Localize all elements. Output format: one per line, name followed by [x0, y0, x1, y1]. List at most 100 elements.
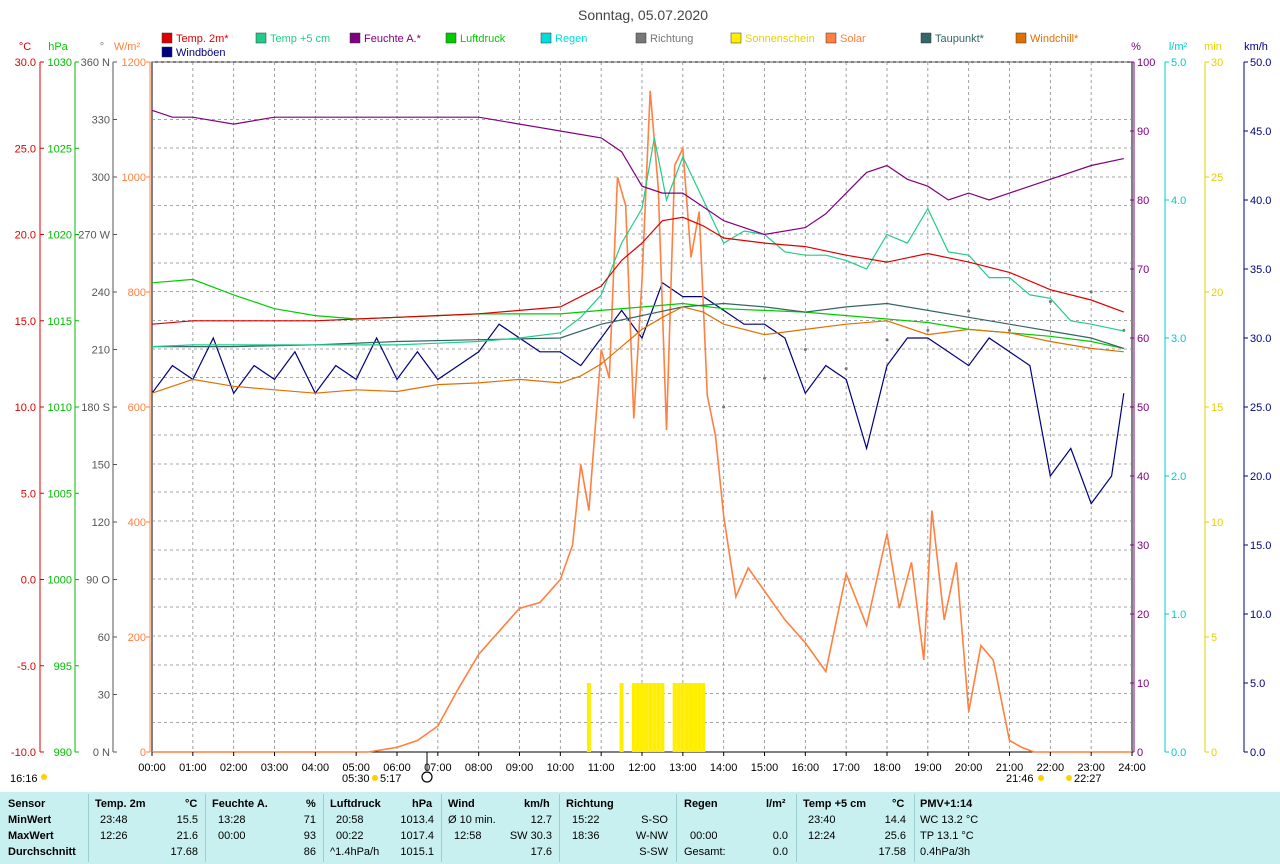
time-axis: 00:00 01:00 02:00 03:00 04:00 05:00 06:00 07:00…	[138, 752, 1146, 774]
direction-point	[844, 367, 848, 371]
wind-axis-tick-label: 40.0	[1250, 195, 1271, 207]
sunshine-bar	[676, 683, 681, 752]
temp5cm-avg-value: 17.58	[878, 846, 906, 858]
axis-unit-label: W/m²	[114, 41, 141, 53]
time-tick-label: 21:00	[996, 762, 1024, 774]
stats-header-temp5cm: Temp +5 cm	[803, 798, 867, 810]
pressure-axis-tick-label: 990	[54, 747, 72, 759]
direction-axis-tick-label: 150	[92, 460, 110, 472]
temp5cm-min-time: 23:40	[808, 814, 836, 826]
humidity-axis-tick-label: 40	[1137, 471, 1149, 483]
stats-header-direction: Richtung	[566, 798, 614, 810]
series-solar	[152, 90, 1132, 753]
temp-axis-tick-label: 5.0	[21, 488, 36, 500]
humidity-min-value: 71	[303, 814, 316, 826]
humidity-max-value: 93	[303, 830, 316, 842]
stats-header-humidity: Feuchte A.	[212, 798, 268, 810]
pressure-max-time: 00:22	[336, 830, 364, 842]
time-tick-label: 14:00	[710, 762, 738, 774]
time-tick-label: 05:00	[342, 762, 370, 774]
dawn-time: 5:17	[380, 773, 401, 785]
series-temp-2m	[151, 216, 1125, 325]
stats-header-pressure: Luftdruck	[330, 798, 381, 810]
row-label-avg: Durchschnitt	[8, 846, 76, 858]
humidity-axis-tick-label: 10	[1137, 678, 1149, 690]
time-tick-label: 22:00	[1037, 762, 1065, 774]
sunshine-axis-tick-label: 25	[1211, 172, 1223, 184]
solar-axis-tick-label: 600	[128, 402, 146, 414]
pressure-axis-tick-label: 995	[54, 661, 72, 673]
axis-unit-label: °	[100, 41, 104, 53]
wind-axis-tick-label: 5.0	[1250, 678, 1265, 690]
humidity-axis-tick-label: 100	[1137, 57, 1155, 69]
wind-axis-tick-label: 20.0	[1250, 471, 1271, 483]
stats-header-wind: Wind	[448, 798, 475, 810]
windchill-value: WC 13.2 °C	[920, 814, 979, 826]
time-tick-label: 16:00	[792, 762, 820, 774]
pressure-trend: ^1.4hPa/h	[330, 846, 380, 858]
rain-axis-tick-label: 5.0	[1171, 57, 1186, 69]
sunshine-bar	[635, 683, 640, 752]
temp2m-max-time: 12:26	[100, 830, 128, 842]
sunshine-bar	[652, 683, 657, 752]
series-taupunkt	[152, 302, 1124, 349]
direction-axis-tick-label: 60	[98, 632, 110, 644]
row-label-max: MaxWert	[8, 830, 54, 842]
direction-point	[926, 328, 930, 332]
rain-axis-tick-label: 1.0	[1171, 609, 1186, 621]
axis-unit-label: °C	[19, 41, 31, 53]
sun-icon	[372, 775, 378, 781]
direction-axis-tick-label: 180 S	[81, 402, 110, 414]
sunshine-axis-tick-label: 20	[1211, 287, 1223, 299]
direction-axis-tick-label: 210	[92, 345, 110, 357]
solar-axis-tick-label: 800	[128, 287, 146, 299]
rain-total-label: Gesamt:	[684, 846, 726, 858]
humidity-axis-tick-label: 90	[1137, 126, 1149, 138]
pressure-max-value: 1017.4	[400, 830, 434, 842]
wind-axis-tick-label: 30.0	[1250, 333, 1271, 345]
humidity-axis-tick-label: 70	[1137, 264, 1149, 276]
rain-max-time: 00:00	[690, 830, 718, 842]
time-tick-label: 03:00	[261, 762, 289, 774]
temp-axis-tick-label: 25.0	[15, 143, 36, 155]
legend-swatch	[825, 32, 837, 44]
temp-axis-tick-label: 30.0	[15, 57, 36, 69]
legend-swatch	[161, 32, 173, 44]
temp2m-min-time: 23:48	[100, 814, 128, 826]
time-tick-label: 23:00	[1077, 762, 1105, 774]
legend-label: Richtung	[650, 33, 693, 45]
chart-title: Sonntag, 05.07.2020	[578, 7, 708, 23]
sunset-time: 21:46	[1006, 773, 1034, 785]
humidity-min-time: 13:28	[218, 814, 246, 826]
wind-axis-tick-label: 15.0	[1250, 540, 1271, 552]
time-tick-label: 12:00	[628, 762, 656, 774]
legend-label: Windböen	[176, 47, 226, 59]
pressure-axis-tick-label: 1020	[48, 230, 72, 242]
rain-axis-tick-label: 2.0	[1171, 471, 1186, 483]
humidity-avg-value: 86	[303, 846, 316, 858]
rain-axis-tick-label: 3.0	[1171, 333, 1186, 345]
time-tick-label: 20:00	[955, 762, 983, 774]
time-tick-label: 24:00	[1118, 762, 1146, 774]
temp5cm-max-value: 25.6	[884, 830, 906, 842]
direction-point	[967, 309, 971, 313]
statistics-table: Sensor MinWert MaxWert Durchschnitt Temp…	[0, 792, 1280, 864]
pressure-min-time: 20:58	[336, 814, 364, 826]
temp-axis-tick-label: 0.0	[21, 575, 36, 587]
time-tick-label: 04:00	[302, 762, 330, 774]
legend-swatch	[445, 32, 457, 44]
weather-chart: Sonntag, 05.07.2020 Temp. 2m* Temp +5 cm F…	[10, 7, 1271, 785]
direction-axis-tick-label: 270 W	[78, 230, 110, 242]
legend-label: Feuchte A.*	[364, 33, 422, 45]
sunshine-bar	[672, 683, 677, 752]
direction-axis-tick-label: 90 O	[86, 575, 110, 587]
humidity-axis-tick-label: 80	[1137, 195, 1149, 207]
solar-axis-tick-label: 0	[140, 747, 146, 759]
rain-max-value: 0.0	[772, 830, 788, 842]
humidity-axis-tick-label: 0	[1137, 747, 1143, 759]
direction-axis-tick-label: 30	[98, 690, 110, 702]
pressure-axis-tick-label: 1015	[48, 316, 72, 328]
direction-axis-tick-label: 240	[92, 287, 110, 299]
humidity-axis-tick-label: 30	[1137, 540, 1149, 552]
legend-label: Windchill*	[1030, 33, 1079, 45]
